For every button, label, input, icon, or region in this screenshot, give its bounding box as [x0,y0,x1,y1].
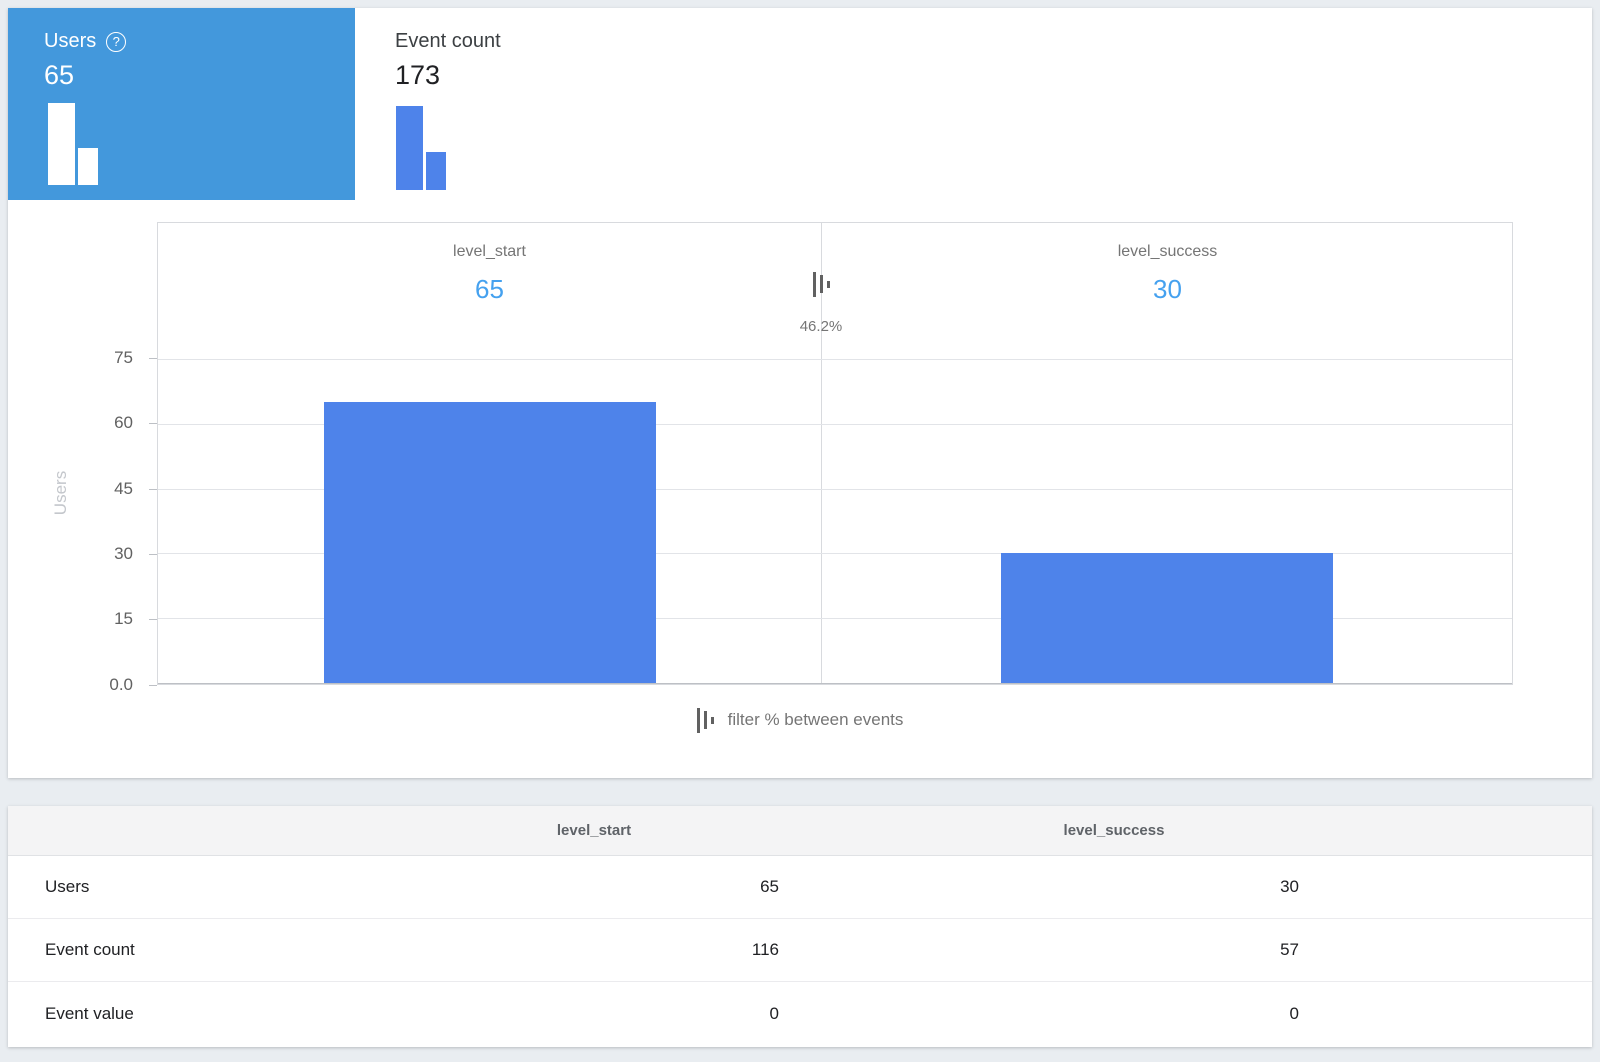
y-tick-mark [149,423,157,424]
y-tick-mark [149,489,157,490]
table-column-level-success: level_success [1063,822,1165,839]
events-comparison-card: Users ? 65 Event count 173 75 60 45 30 1… [8,8,1592,778]
gridline [158,423,1512,425]
metric-card-users[interactable]: Users ? 65 [8,8,355,200]
mini-bar-chart-icon [396,106,446,190]
y-tick-mark [149,619,157,620]
filter-icon [696,707,714,733]
between-events-connector: 46.2% [751,271,891,335]
table-column-level-start: level_start [556,822,632,839]
y-axis-title: Users [51,470,70,516]
chart-grid-area [158,359,1512,684]
bar-level-success [1001,553,1333,683]
metric-value-event-count: 173 [395,60,441,90]
metric-header: Event count [395,30,501,53]
row-label: Users [45,877,90,896]
y-tick-label: 60 [114,413,133,432]
y-tick-label: 75 [114,348,133,367]
legend-label: filter % between events [727,710,904,729]
between-events-percentage: 46.2% [799,317,843,335]
cell-value: 65 [760,877,779,896]
row-label: Event count [45,940,135,959]
filter-icon[interactable] [812,271,830,297]
step-name: level_start [453,243,526,260]
cell-value: 30 [1280,877,1299,896]
table-row-event-value: Event value 0 0 [8,982,1592,1045]
y-tick-mark [149,685,157,686]
table-row-event-count: Event count 116 57 [8,919,1592,982]
table-row-users: Users 65 30 [8,856,1592,919]
gridline [158,488,1512,490]
metric-header: Users ? [44,30,127,53]
cell-value: 57 [1280,940,1299,959]
chart-legend: filter % between events [8,706,1592,734]
metric-card-event-count[interactable]: Event count 173 [355,8,702,200]
metric-value-users: 65 [44,60,75,90]
step-value: 30 [1153,274,1182,304]
y-tick-label: 30 [114,544,133,563]
bar-level-start [324,402,656,683]
step-name: level_success [1117,243,1218,260]
events-data-table: level_start level_success Users 65 30 Ev… [8,806,1592,1047]
funnel-bar-chart: level_start 65 46.2% level_success 30 [157,222,1513,685]
metric-card-event-count-content: Event count 173 [395,30,501,91]
cell-value: 0 [1289,1003,1299,1023]
y-tick-label: 0.0 [109,675,133,694]
row-label: Event value [45,1003,134,1023]
help-glyph: ? [112,34,120,49]
gridline [158,618,1512,620]
metric-label-event-count: Event count [395,30,501,52]
gridline [158,553,1512,555]
cell-value: 116 [751,940,779,959]
metric-card-users-content: Users ? 65 [44,30,127,91]
help-icon[interactable]: ? [106,31,127,52]
step-divider-line [821,223,822,684]
y-tick-label: 45 [114,479,133,498]
step-header-level-success: level_success 30 [821,223,1514,305]
table-header-row: level_start level_success [8,806,1592,856]
mini-bar-chart-icon [48,103,98,185]
step-value: 65 [475,274,504,304]
metric-label-users: Users [44,30,97,52]
gridline [158,359,1512,360]
cell-value: 0 [769,1003,779,1023]
y-tick-mark [149,358,157,359]
step-header-level-start: level_start 65 [158,223,821,305]
y-tick-mark [149,554,157,555]
y-tick-label: 15 [114,609,133,628]
